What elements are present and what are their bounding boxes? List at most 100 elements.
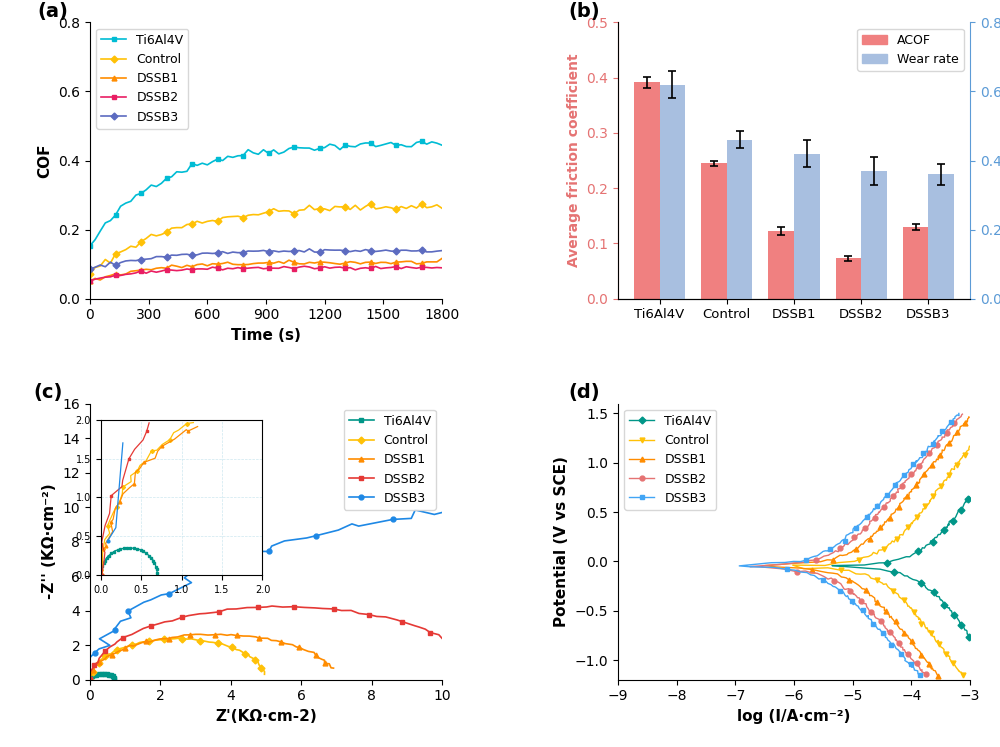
DSSB3 (201, 566, 213, 575)
DSSB1 (118, 645, 130, 654)
Legend: Ti6Al4V, Control, DSSB1, DSSB2, DSSB3: Ti6Al4V, Control, DSSB1, DSSB2, DSSB3 (344, 410, 436, 509)
DSSB3 (905, 660, 917, 669)
DSSB1 (328, 663, 340, 672)
Ti6Al4V (97, 669, 109, 678)
DSSB2 (436, 264, 448, 273)
DSSB3 (941, 422, 953, 431)
Text: (c): (c) (34, 383, 63, 402)
DSSB1 (135, 639, 147, 648)
DSSB2 (191, 264, 203, 273)
DSSB3 (190, 564, 202, 573)
Line: DSSB1: DSSB1 (87, 632, 336, 681)
DSSB3 (191, 250, 203, 259)
DSSB1 (243, 632, 255, 641)
Bar (836, 258, 861, 299)
Legend: Ti6Al4V, Control, DSSB1, DSSB2, DSSB3: Ti6Al4V, Control, DSSB1, DSSB2, DSSB3 (96, 28, 188, 128)
DSSB2 (472, 665, 484, 674)
Bar (861, 171, 887, 299)
DSSB2 (84, 276, 96, 285)
Ti6Al4V (90, 670, 102, 679)
DSSB3 (850, 601, 862, 610)
DSSB3 (953, 409, 965, 418)
DSSB1 (84, 675, 96, 684)
DSSB2 (166, 616, 178, 625)
DSSB3 (469, 499, 481, 508)
Control (436, 204, 448, 213)
Control (365, 199, 377, 208)
Ti6Al4V (957, 501, 969, 510)
Control (174, 633, 186, 642)
DSSB1 (938, 445, 950, 454)
Bar (768, 231, 794, 299)
Control (123, 642, 135, 651)
DSSB2 (109, 639, 121, 648)
DSSB1 (380, 258, 392, 267)
Control (957, 671, 969, 680)
Line: Ti6Al4V: Ti6Al4V (830, 495, 972, 639)
Y-axis label: Average friction coefficient: Average friction coefficient (567, 54, 581, 267)
DSSB3 (155, 590, 167, 599)
Ti6Al4V (102, 670, 114, 679)
Control (84, 270, 96, 279)
DSSB3 (185, 578, 197, 587)
DSSB3 (390, 247, 402, 255)
DSSB2 (390, 262, 402, 271)
DSSB1 (436, 254, 448, 263)
Ti6Al4V (86, 672, 98, 681)
Control (278, 206, 290, 215)
DSSB1 (917, 653, 929, 662)
DSSB1 (888, 508, 900, 517)
DSSB1 (191, 260, 203, 269)
Control (203, 638, 215, 647)
Line: DSSB3: DSSB3 (88, 247, 444, 272)
DSSB1 (278, 259, 290, 268)
Line: DSSB3: DSSB3 (737, 411, 961, 678)
DSSB3 (114, 617, 126, 626)
Ti6Al4V (84, 675, 96, 684)
Bar (928, 174, 954, 299)
Control (390, 205, 402, 214)
X-axis label: Z'(KΩ·cm-2): Z'(KΩ·cm-2) (215, 709, 317, 724)
Control (938, 647, 950, 656)
Line: DSSB2: DSSB2 (747, 412, 965, 676)
Ti6Al4V (88, 671, 100, 680)
DSSB3 (130, 256, 142, 265)
DSSB2 (911, 659, 923, 668)
DSSB3 (385, 247, 397, 255)
DSSB2 (166, 266, 178, 275)
Bar (727, 140, 752, 299)
Text: (b): (b) (569, 2, 600, 21)
Ti6Al4V (278, 148, 290, 157)
Ti6Al4V (943, 521, 955, 530)
Ti6Al4V (436, 140, 448, 149)
Control (919, 502, 931, 511)
Control (84, 675, 96, 684)
Text: (d): (d) (569, 383, 600, 402)
Line: Control: Control (88, 201, 444, 276)
Line: DSSB1: DSSB1 (762, 415, 972, 678)
DSSB3 (933, 431, 945, 440)
Ti6Al4V (931, 533, 943, 542)
Ti6Al4V (416, 137, 428, 146)
DSSB2 (939, 433, 951, 441)
Line: Ti6Al4V: Ti6Al4V (88, 139, 444, 248)
Y-axis label: Potential (V vs SCE): Potential (V vs SCE) (554, 456, 569, 627)
Bar (701, 164, 727, 299)
DSSB2 (345, 606, 357, 615)
Control (114, 644, 126, 653)
DSSB2 (906, 655, 918, 664)
DSSB3 (436, 246, 448, 255)
Bar (634, 82, 660, 299)
DSSB3 (303, 244, 315, 253)
X-axis label: Time (s): Time (s) (231, 328, 301, 343)
DSSB1 (140, 637, 152, 646)
DSSB3 (166, 251, 178, 260)
DSSB3 (76, 673, 88, 682)
Ti6Al4V (90, 670, 102, 679)
DSSB1 (176, 263, 188, 272)
DSSB2 (176, 613, 188, 622)
DSSB1 (123, 641, 135, 650)
Ti6Al4V (130, 190, 142, 199)
Line: DSSB3: DSSB3 (80, 476, 928, 680)
DSSB1 (904, 635, 916, 644)
